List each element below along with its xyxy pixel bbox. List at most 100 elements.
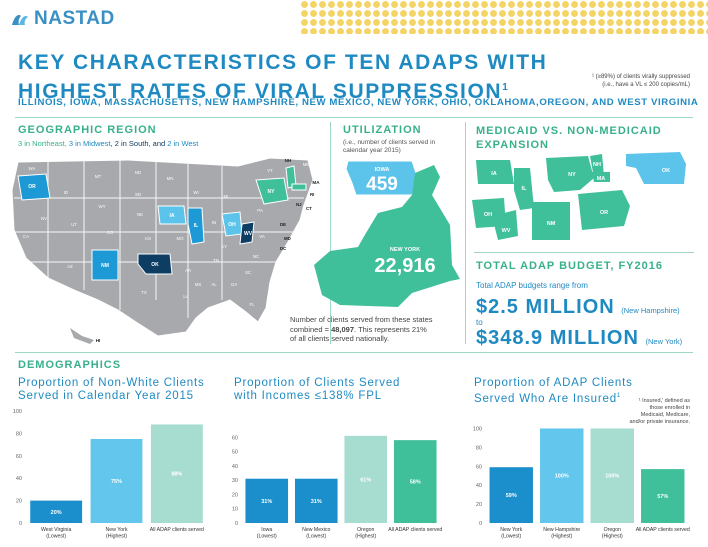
y-tick-label: 100	[13, 409, 22, 415]
map-label-tx: TX	[141, 290, 147, 295]
geo-heading: GEOGRAPHIC REGION	[18, 124, 157, 136]
new-york-label: NEW YORK	[390, 247, 420, 253]
map-label-ne: NE	[137, 212, 143, 217]
chart2-title-line-2: with Incomes ≤138% FPL	[234, 390, 382, 402]
y-tick-label: 20	[476, 502, 482, 508]
title-footnote-mark: 1	[502, 82, 510, 93]
category-label: New Hampshire	[543, 527, 580, 533]
combined-value: 48,097	[331, 324, 355, 334]
medicaid-label-ia: IA	[491, 171, 497, 177]
page-subtitle: ILLINOIS, IOWA, MASSACHUSETTS, NEW HAMPS…	[18, 97, 699, 108]
bar-value-label: 20%	[51, 510, 62, 516]
geo-note: 3 in Northeast, 3 in Midwest, 2 in South…	[18, 139, 198, 148]
divider-medicaid-budget	[474, 252, 694, 253]
y-tick-label: 60	[476, 464, 482, 470]
category-label: New Mexico	[302, 527, 330, 533]
state-nm	[91, 249, 119, 281]
medicaid-state-wv	[492, 210, 518, 240]
state-ok	[137, 253, 173, 275]
map-label-co: CO	[107, 230, 114, 235]
y-tick-label: 0	[19, 521, 22, 527]
combined-line-3: of all clients served nationally.	[290, 334, 390, 343]
map-label-ri: RI	[310, 192, 314, 197]
map-label-wi: WI	[193, 190, 198, 195]
map-label-wy: WY	[98, 204, 105, 209]
map-label-oh: OH	[228, 222, 236, 228]
utilization-heading: UTILIZATION	[343, 124, 422, 136]
nastad-logo-icon	[12, 15, 28, 25]
bar-value-label: 75%	[111, 479, 122, 485]
medicaid-label-oh: OH	[484, 212, 492, 218]
map-label-wa: WA	[29, 166, 36, 171]
chart3-title-line-2: Served Who Are Insured	[474, 392, 617, 405]
chart3-title-line-1: Proportion of ADAP Clients	[474, 377, 633, 389]
y-tick-label: 10	[232, 507, 238, 513]
bar-value-label: 59%	[506, 493, 517, 499]
map-label-nh: NH	[285, 158, 292, 163]
divider-util-medicaid	[465, 122, 466, 344]
map-label-al: AL	[211, 282, 217, 287]
budget-range-text: Total ADAP budgets range from	[476, 281, 588, 290]
medicaid-map: IA IL NY NH MA OH WV NM OR OK	[472, 152, 686, 240]
medicaid-state-ma	[592, 172, 610, 182]
medicaid-label-ny: NY	[568, 172, 576, 178]
category-label: All ADAP clients served	[388, 527, 442, 533]
map-label-ia: IA	[170, 213, 175, 219]
chart1-title-line-2: Served in Calendar Year 2015	[18, 390, 194, 402]
category-label: (Lowest)	[46, 534, 66, 540]
map-label-mn: MN	[167, 176, 174, 181]
map-label-la: LA	[183, 294, 188, 299]
category-label: All ADAP clients served	[150, 527, 204, 533]
category-label: (Highest)	[551, 534, 572, 540]
category-label: Iowa	[261, 527, 272, 533]
geo-note-south: , 2 in South, and	[110, 139, 168, 148]
geo-note-west: 2 in West	[167, 139, 199, 148]
iowa-label: IOWA	[375, 167, 390, 173]
combined-line-1: Number of clients served from these stat…	[290, 315, 433, 324]
map-label-md: MD	[284, 236, 291, 241]
state-ny	[255, 177, 289, 205]
map-label-mo: MO	[176, 236, 184, 241]
new-york-value: 22,916	[374, 255, 435, 277]
category-label: (Lowest)	[306, 534, 326, 540]
footnote-line-2: (i.e., have a VL ≤ 200 copies/mL)	[602, 82, 690, 88]
budget-high: $348.9 MILLION (New York)	[476, 327, 682, 350]
bar	[245, 478, 289, 523]
chart3-svg: 0 20 40 60 80 100 59% New York(Lowest) 100% New H…	[473, 426, 690, 540]
divider-demographics	[15, 352, 693, 353]
bar-value-label: 88%	[171, 472, 182, 478]
category-label: (Lowest)	[501, 534, 521, 540]
map-label-nv: NV	[41, 216, 47, 221]
bar-value-label: 100%	[605, 474, 619, 480]
map-label-ut: UT	[71, 222, 77, 227]
title-line-2: HIGHEST RATES OF VIRAL SUPPRESSION	[18, 80, 503, 103]
medicaid-label-or: OR	[600, 210, 608, 216]
bar	[90, 439, 143, 523]
bar	[344, 435, 388, 523]
y-tick-label: 40	[16, 476, 22, 482]
state-il	[187, 207, 205, 245]
bar-value-label: 58%	[410, 480, 421, 486]
y-tick-label: 50	[232, 450, 238, 456]
map-label-ct: CT	[306, 206, 312, 211]
combined-line-2b: . This represents 21%	[354, 324, 427, 334]
y-tick-label: 60	[232, 435, 238, 441]
medicaid-label-nh: NH	[593, 162, 601, 168]
map-label-in: IN	[212, 220, 216, 225]
map-label-mt: MT	[95, 174, 102, 179]
medicaid-state-il	[514, 168, 534, 210]
map-label-ks: KS	[145, 236, 151, 241]
chart3-insured-note: ¹ Insured,' defined as those enrolled in…	[629, 398, 690, 425]
medicaid-label-ma: MA	[597, 176, 606, 182]
map-label-az: AZ	[67, 264, 73, 269]
geo-note-midwest: 3 in Midwest	[68, 139, 111, 148]
page-title: KEY CHARACTERISTICS OF TEN ADAPS WITH HI…	[18, 50, 547, 104]
budget-to-text: to	[476, 318, 483, 327]
bar	[294, 478, 338, 523]
category-label: Oregon	[604, 527, 621, 533]
budget-low-value: $2.5 MILLION	[476, 296, 615, 318]
state-ia	[157, 205, 187, 225]
map-label-nm: NM	[101, 263, 109, 269]
y-tick-label: 20	[232, 492, 238, 498]
decorative-dot-pattern	[300, 0, 708, 34]
